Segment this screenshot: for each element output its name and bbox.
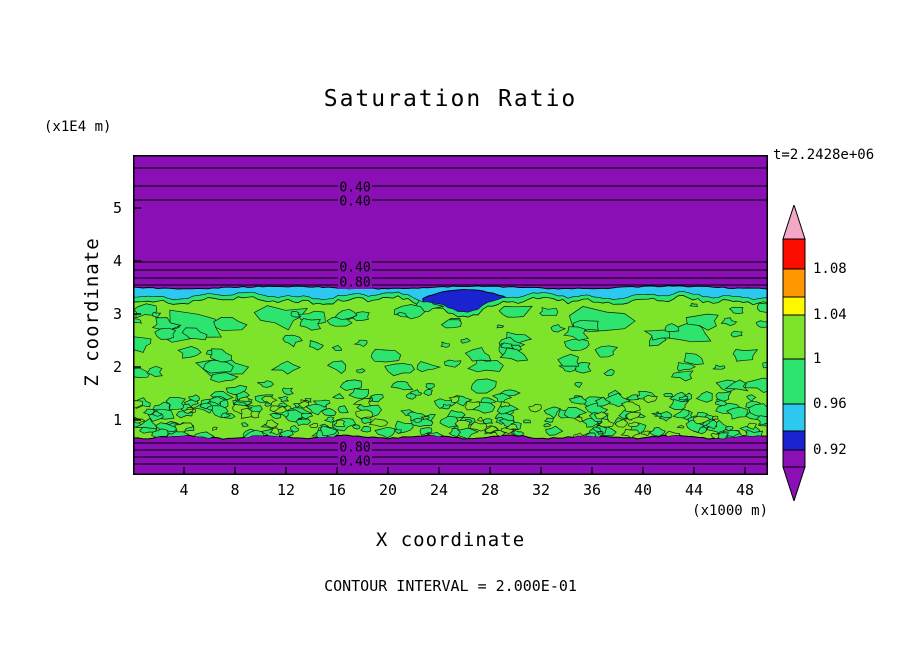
x-tick-label: 4 xyxy=(179,481,189,499)
x-tick-label: 44 xyxy=(684,481,704,499)
y-axis-unit-label: (x1E4 m) xyxy=(44,119,112,135)
colorbar-label: 0.96 xyxy=(813,396,847,412)
x-tick-label: 16 xyxy=(327,481,347,499)
x-tick-label: 8 xyxy=(230,481,240,499)
colorbar-label: 1.04 xyxy=(813,307,847,323)
x-axis-title: X coordinate xyxy=(375,529,526,551)
x-tick-label: 48 xyxy=(735,481,755,499)
y-tick-label: 4 xyxy=(112,252,122,270)
x-axis-unit-label: (x1000 m) xyxy=(692,503,768,519)
svg-text:0.40: 0.40 xyxy=(339,181,370,196)
svg-text:0.40: 0.40 xyxy=(339,455,370,470)
svg-text:0.40: 0.40 xyxy=(339,261,370,276)
colorbar-label: 1.08 xyxy=(813,261,847,277)
x-tick-label: 12 xyxy=(276,481,296,499)
contour-interval-label: CONTOUR INTERVAL = 2.000E-01 xyxy=(324,577,577,595)
x-tick-label: 32 xyxy=(531,481,551,499)
y-tick-label: 5 xyxy=(112,199,122,217)
y-tick-label: 1 xyxy=(112,411,122,429)
y-tick-label: 2 xyxy=(112,358,122,376)
colorbar xyxy=(782,205,806,501)
chart-title: Saturation Ratio xyxy=(323,86,578,112)
svg-text:0.80: 0.80 xyxy=(339,441,370,456)
x-tick-label: 40 xyxy=(633,481,653,499)
time-label: t=2.2428e+06 xyxy=(773,147,875,163)
svg-text:0.40: 0.40 xyxy=(339,195,370,210)
colorbar-label: 0.92 xyxy=(813,442,847,458)
x-tick-label: 36 xyxy=(582,481,602,499)
colorbar-label: 1 xyxy=(813,351,822,367)
y-tick-label: 3 xyxy=(112,305,122,323)
x-tick-labels: 4 8 12 16 20 24 28 32 36 40 44 48 xyxy=(0,481,904,501)
x-tick-label: 28 xyxy=(480,481,500,499)
contour-plot: 0.400.400.400.800.800.40 xyxy=(133,155,768,475)
x-tick-label: 20 xyxy=(378,481,398,499)
svg-text:0.80: 0.80 xyxy=(339,276,370,291)
x-tick-label: 24 xyxy=(429,481,449,499)
